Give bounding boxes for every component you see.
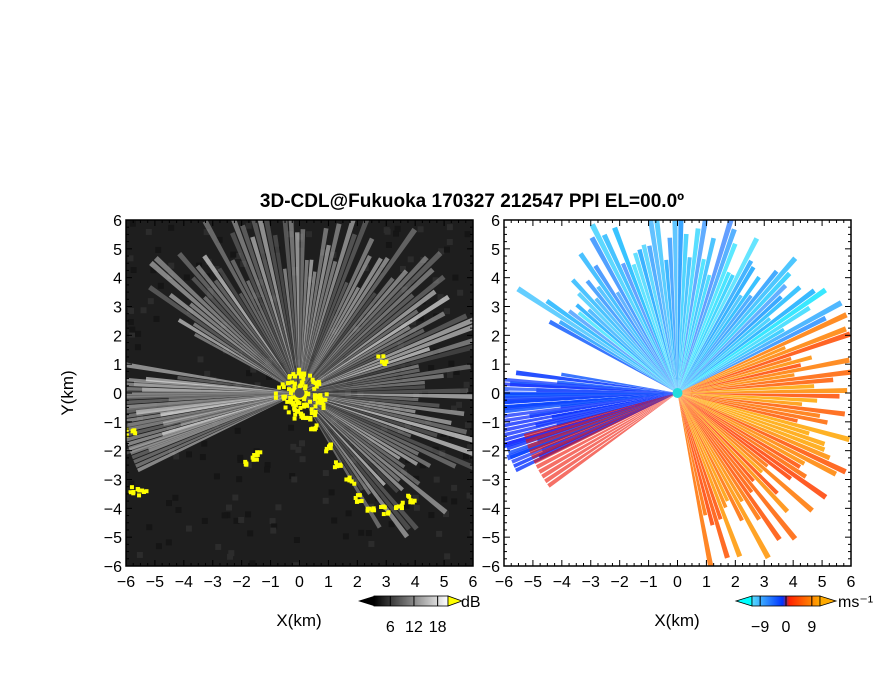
x-tick-label: 0 (673, 574, 682, 591)
y-tick-label: 5 (491, 242, 500, 259)
colorbar-tick-label: 9 (807, 619, 816, 636)
x-tick-label: 5 (818, 574, 827, 591)
x-tick-label: 5 (440, 574, 449, 591)
x-tick-label: −4 (553, 574, 571, 591)
x-tick-label: −5 (524, 574, 542, 591)
x-tick-label: 4 (411, 574, 420, 591)
x-tick-label: 2 (731, 574, 740, 591)
right-x-tick-labels: −6 −5 −4 −3 −2 −1 0 1 2 3 4 5 6 (495, 574, 856, 591)
y-tick-label: 0 (491, 386, 500, 403)
y-tick-label: 5 (113, 242, 122, 259)
y-tick-label: 2 (113, 328, 122, 345)
y-tick-label: −4 (482, 501, 500, 518)
y-tick-label: 6 (113, 213, 122, 230)
y-tick-label: −5 (104, 530, 122, 547)
left-x-axis-label: X(km) (276, 611, 321, 630)
x-tick-label: −6 (117, 574, 135, 591)
x-tick-label: 1 (702, 574, 711, 591)
y-tick-label: −4 (104, 501, 122, 518)
velocity-panel: −6 −5 −4 −3 −2 −1 0 1 2 3 4 5 6 6543210−1−2−3−4−5−6 … (482, 213, 856, 630)
colorbar-tick-label: −9 (751, 619, 769, 636)
x-tick-label: 6 (469, 574, 478, 591)
y-tick-label: −2 (104, 444, 122, 461)
y-tick-label: 6 (491, 213, 500, 230)
reflectivity-unit: dB (461, 594, 481, 611)
x-tick-label: −2 (611, 574, 629, 591)
left-x-tick-labels: −6 −5 −4 −3 −2 −1 0 1 2 3 4 5 6 (117, 574, 478, 591)
right-ticks (503, 219, 852, 567)
x-tick-label: −3 (204, 574, 222, 591)
velocity-field (504, 220, 851, 566)
y-tick-label: 0 (113, 386, 122, 403)
y-tick-label: −1 (482, 415, 500, 432)
y-tick-label: −3 (104, 473, 122, 490)
y-tick-label: 1 (491, 357, 500, 374)
colorbar-tick-label: 12 (405, 619, 423, 636)
x-tick-label: −1 (639, 574, 657, 591)
y-tick-label: 4 (491, 271, 500, 288)
y-tick-label: −3 (482, 473, 500, 490)
velocity-unit: ms⁻¹ (838, 594, 873, 611)
x-tick-label: −3 (582, 574, 600, 591)
y-tick-label: −6 (482, 559, 500, 576)
x-tick-label: 6 (847, 574, 856, 591)
y-tick-label: 2 (491, 328, 500, 345)
y-tick-label: 1 (113, 357, 122, 374)
y-tick-label: −1 (104, 415, 122, 432)
velocity-colorbar-ticks: −9 0 9 (751, 596, 816, 636)
y-tick-label: −2 (482, 444, 500, 461)
x-tick-label: 1 (324, 574, 333, 591)
reflectivity-field (126, 220, 473, 566)
x-tick-label: −4 (175, 574, 193, 591)
reflectivity-panel: −6 −5 −4 −3 −2 −1 0 1 2 3 4 5 6 6543210−1−2−3−4−5−6 … (58, 213, 478, 630)
x-tick-label: 3 (382, 574, 391, 591)
reflectivity-colorbar: 6 12 18 dB (358, 594, 481, 636)
y-tick-label: 3 (113, 300, 122, 317)
x-tick-label: 3 (760, 574, 769, 591)
x-tick-label: 4 (789, 574, 798, 591)
y-tick-label: −6 (104, 559, 122, 576)
left-y-axis-label: Y(km) (58, 370, 77, 415)
y-tick-label: 4 (113, 271, 122, 288)
colorbar-tick-label: 0 (782, 619, 791, 636)
y-tick-label: −5 (482, 530, 500, 547)
x-tick-label: −1 (261, 574, 279, 591)
y-tick-label: 3 (491, 300, 500, 317)
x-tick-label: 2 (353, 574, 362, 591)
right-x-axis-label: X(km) (654, 611, 699, 630)
x-tick-label: −2 (233, 574, 251, 591)
colorbar-tick-label: 18 (429, 619, 447, 636)
x-tick-label: −6 (495, 574, 513, 591)
x-tick-label: −5 (146, 574, 164, 591)
left-y-tick-labels: 6 5 4 3 2 1 0 −1 −2 −3 −4 −5 −6 (104, 213, 122, 576)
right-y-tick-labels: 6 5 4 3 2 1 0 −1 −2 −3 −4 −5 −6 (482, 213, 500, 576)
colorbar-tick-label: 6 (386, 619, 395, 636)
chart-title: 3D-CDL@Fukuoka 170327 212547 PPI EL=00.0… (260, 191, 684, 212)
x-tick-label: 0 (295, 574, 304, 591)
reflectivity-colorbar-ticks: 6 12 18 (386, 596, 447, 636)
velocity-colorbar: −9 0 9 ms⁻¹ (734, 594, 873, 636)
left-ticks (125, 219, 474, 567)
